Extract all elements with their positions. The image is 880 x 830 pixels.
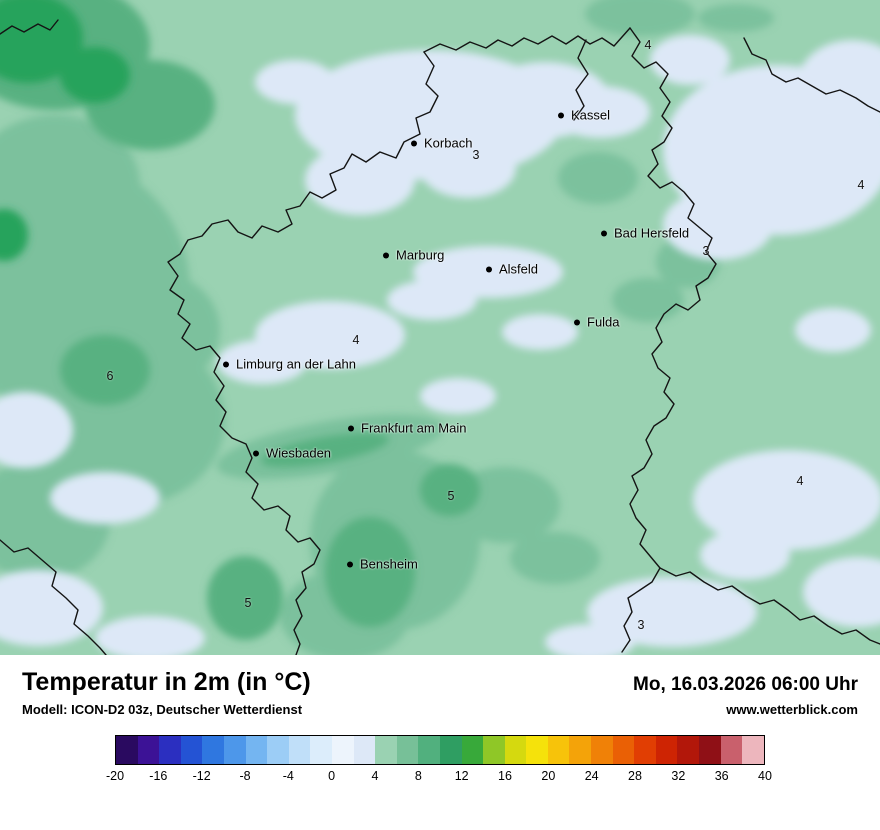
border-west <box>167 51 439 655</box>
colorbar-tick: 40 <box>758 768 772 783</box>
colorbar-cell <box>353 735 376 764</box>
colorbar-cell <box>137 735 160 764</box>
colorbar-cell <box>375 735 397 764</box>
colorbar-tick: -4 <box>282 768 294 783</box>
colorbar-cell <box>202 735 224 764</box>
colorbar-tick: 32 <box>671 768 686 783</box>
colorbar-tick: 28 <box>628 768 642 783</box>
colorbar-cell <box>418 735 440 764</box>
website-label: www.wetterblick.com <box>726 701 858 717</box>
border-southwest <box>0 539 107 655</box>
border-kassel-branch <box>573 39 589 121</box>
page-title: Temperatur in 2m (in °C) <box>22 668 311 696</box>
colorbar-tick: 4 <box>371 768 379 783</box>
colorbar-cell <box>655 735 678 764</box>
border-east <box>621 27 717 653</box>
colorbar-tick: -16 <box>149 768 168 783</box>
colorbar-tick: 0 <box>328 768 336 783</box>
cold-pale-regions <box>0 35 880 655</box>
colorbar-cell <box>159 735 181 764</box>
footer-title-row: Temperatur in 2m (in °C) Mo, 16.03.2026 … <box>22 668 858 697</box>
colorbar-tick: 20 <box>541 768 556 783</box>
colorbar <box>115 734 765 765</box>
colorbar-cell <box>439 735 462 764</box>
colorbar-cell <box>483 735 505 764</box>
deep-green-regions <box>0 0 130 261</box>
colorbar-cell <box>331 735 354 764</box>
colorbar-cell <box>526 735 548 764</box>
colorbar-cell <box>223 735 246 764</box>
colorbar-cell <box>267 735 289 764</box>
colorbar-cell <box>288 735 311 764</box>
colorbar-tick: 36 <box>714 768 729 783</box>
colorbar-cell <box>612 735 635 764</box>
border-southeast <box>659 567 880 645</box>
colorbar-cell <box>116 735 138 764</box>
temperature-legend: -20 -16 -12 -8 -4 0 4 8 12 16 20 24 28 32 36 40 <box>106 734 772 787</box>
colorbar-cell <box>396 735 419 764</box>
colorbar-cell <box>569 735 592 764</box>
colorbar-cell <box>547 735 570 764</box>
colorbar-cell <box>634 735 656 764</box>
colorbar-cell <box>742 735 764 764</box>
colorbar-tick: -12 <box>192 768 211 783</box>
colorbar-ticks: -20 -16 -12 -8 -4 0 4 8 12 16 20 24 28 32 36 40 <box>106 768 772 787</box>
border-northeast <box>743 37 880 113</box>
border-north <box>423 27 631 53</box>
border-northwest <box>0 19 59 35</box>
colorbar-cell <box>699 735 721 764</box>
footer: Temperatur in 2m (in °C) Mo, 16.03.2026 … <box>0 655 880 830</box>
state-borders <box>0 19 880 655</box>
colorbar-cell <box>310 735 332 764</box>
colorbar-cell <box>720 735 743 764</box>
colorbar-tick: 12 <box>454 768 469 783</box>
colorbar-tick: 24 <box>584 768 599 783</box>
colorbar-tick: -20 <box>105 768 125 783</box>
forecast-datetime: Mo, 16.03.2026 06:00 Uhr <box>633 674 858 695</box>
temperature-map-svg <box>0 0 880 655</box>
footer-sub-row: Modell: ICON-D2 03z, Deutscher Wetterdie… <box>22 702 858 717</box>
colorbar-tick: 16 <box>498 768 512 783</box>
colorbar-cell <box>677 735 700 764</box>
colorbar-cell <box>245 735 268 764</box>
colorbar-tick: 8 <box>414 768 422 783</box>
colorbar-cell <box>591 735 613 764</box>
colorbar-cell <box>180 735 203 764</box>
colorbar-tick: -8 <box>239 768 251 783</box>
model-info: Modell: ICON-D2 03z, Deutscher Wetterdie… <box>22 701 303 717</box>
colorbar-cell <box>461 735 484 764</box>
colorbar-cell <box>504 735 527 764</box>
